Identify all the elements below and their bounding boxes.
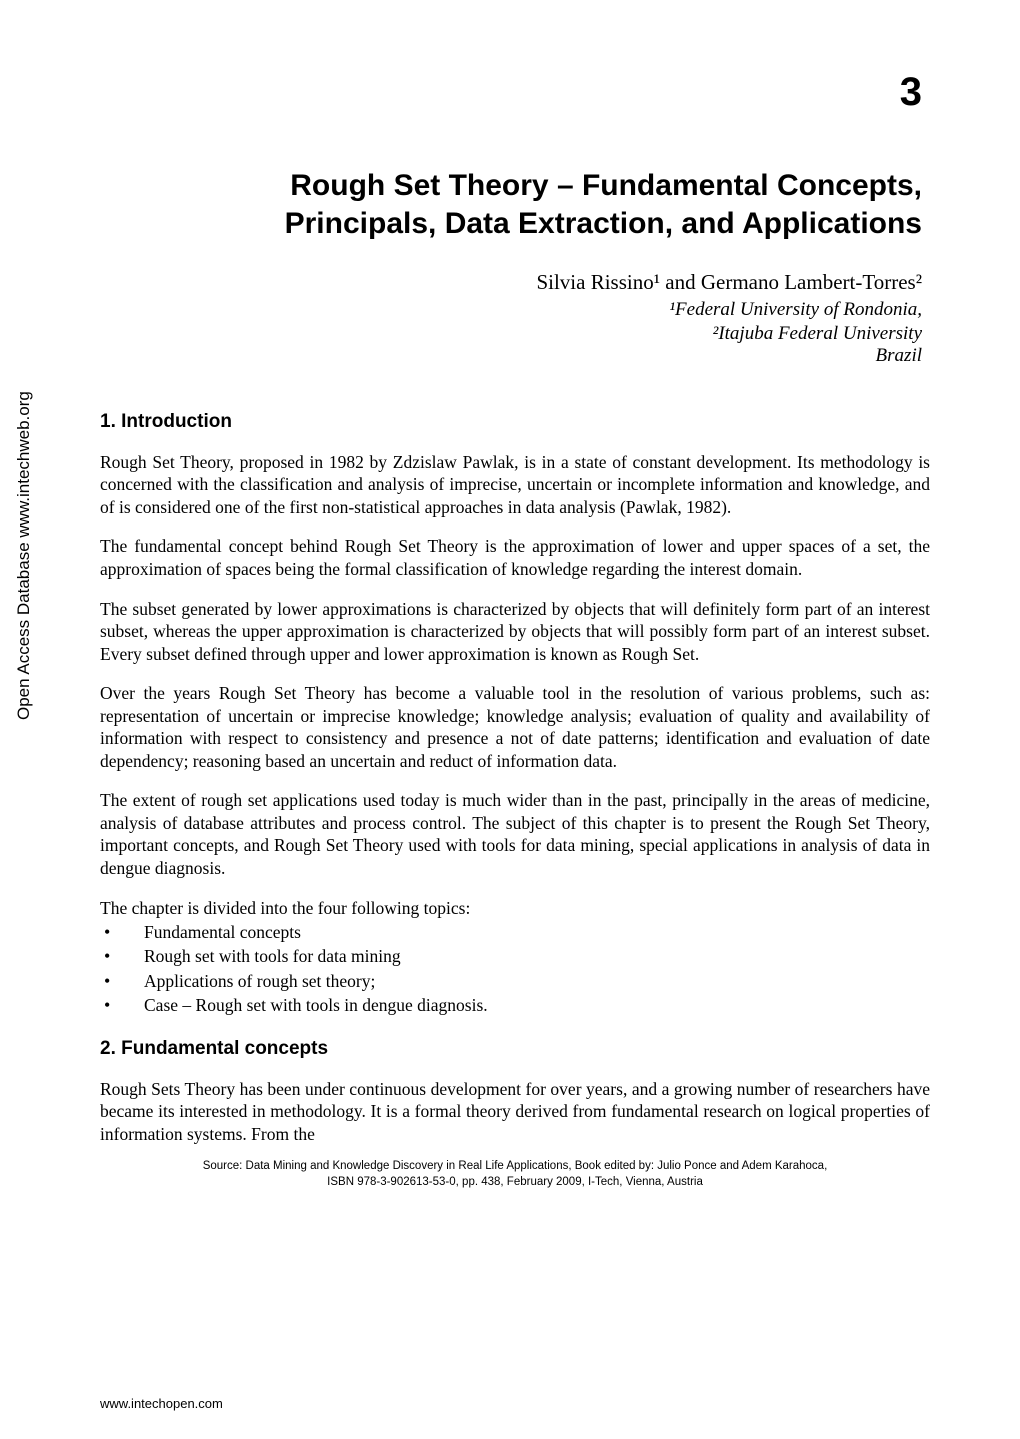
- footer-url: www.intechopen.com: [100, 1396, 223, 1411]
- list-item: Applications of rough set theory;: [100, 970, 930, 992]
- affiliation-1: ¹Federal University of Rondonia,: [100, 298, 922, 322]
- paragraph: The subset generated by lower approximat…: [100, 598, 930, 665]
- paragraph: Rough Set Theory, proposed in 1982 by Zd…: [100, 451, 930, 518]
- paragraph: Rough Sets Theory has been under continu…: [100, 1078, 930, 1145]
- paragraph: The fundamental concept behind Rough Set…: [100, 535, 930, 580]
- source-line-2: ISBN 978-3-902613-53-0, pp. 438, Februar…: [327, 1176, 703, 1188]
- list-item: Fundamental concepts: [100, 921, 930, 943]
- page-content: 3 Rough Set Theory – Fundamental Concept…: [0, 0, 1020, 1230]
- source-citation: Source: Data Mining and Knowledge Discov…: [100, 1159, 930, 1190]
- title-line-1: Rough Set Theory – Fundamental Concepts,: [290, 169, 922, 202]
- affiliation-country: Brazil: [100, 345, 922, 367]
- section-heading-2: 2. Fundamental concepts: [100, 1038, 930, 1060]
- section-heading-1: 1. Introduction: [100, 411, 930, 433]
- chapter-title: Rough Set Theory – Fundamental Concepts,…: [100, 167, 922, 244]
- paragraph: The chapter is divided into the four fol…: [100, 897, 930, 919]
- source-line-1: Source: Data Mining and Knowledge Discov…: [203, 1160, 828, 1172]
- list-item: Rough set with tools for data mining: [100, 945, 930, 967]
- authors: Silvia Rissino¹ and Germano Lambert-Torr…: [100, 270, 922, 295]
- chapter-number: 3: [100, 70, 922, 115]
- paragraph: The extent of rough set applications use…: [100, 789, 930, 879]
- paragraph: Over the years Rough Set Theory has beco…: [100, 682, 930, 772]
- title-line-2: Principals, Data Extraction, and Applica…: [285, 207, 922, 240]
- list-item: Case – Rough set with tools in dengue di…: [100, 994, 930, 1016]
- bullet-list: Fundamental concepts Rough set with tool…: [100, 921, 930, 1017]
- affiliation-2: ²Itajuba Federal University: [100, 322, 922, 346]
